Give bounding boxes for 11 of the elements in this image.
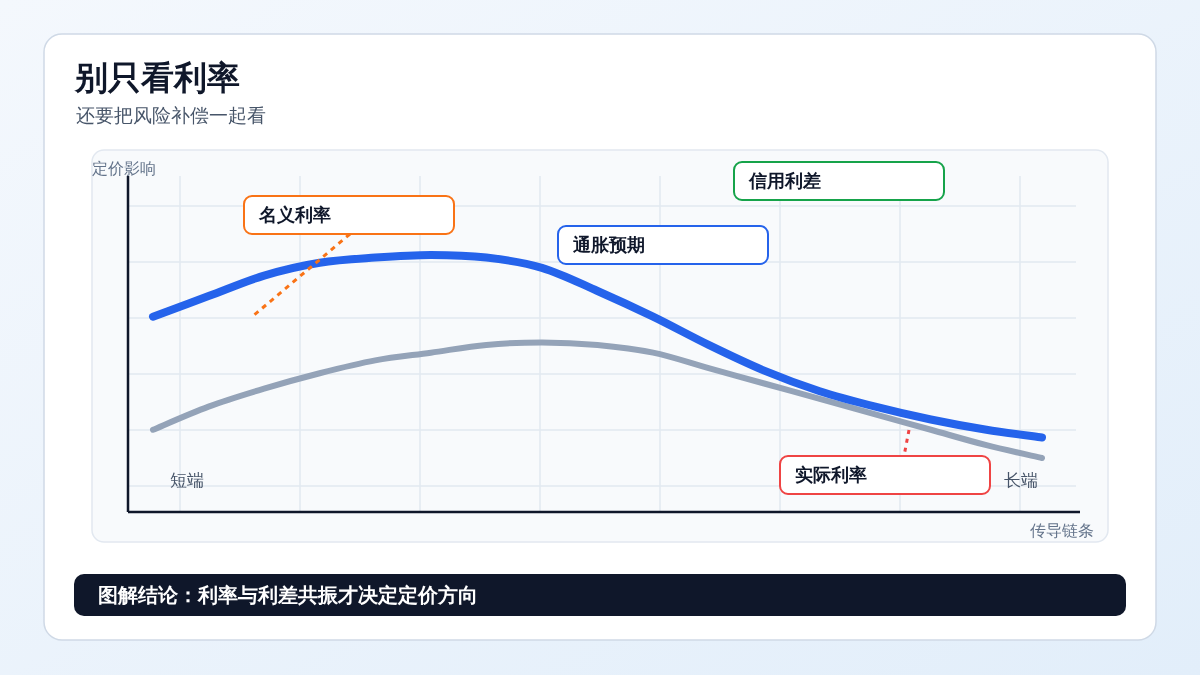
annotation: 长端 <box>1004 470 1038 490</box>
annotation: 短端 <box>170 470 204 490</box>
xlabel: 传导链条 <box>1030 521 1094 540</box>
annotation: 定价影响 <box>92 159 156 178</box>
annotation: 图解结论：利率与利差共振才决定定价方向 <box>98 583 478 607</box>
title: 别只看利率 <box>75 58 240 97</box>
subtitle: 还要把风险补偿一起看 <box>76 104 266 126</box>
annotation: 通胀预期 <box>573 234 645 255</box>
annotation: 信用利差 <box>749 170 821 191</box>
annotation: 实际利率 <box>795 464 867 485</box>
annotation: 名义利率 <box>259 204 331 225</box>
